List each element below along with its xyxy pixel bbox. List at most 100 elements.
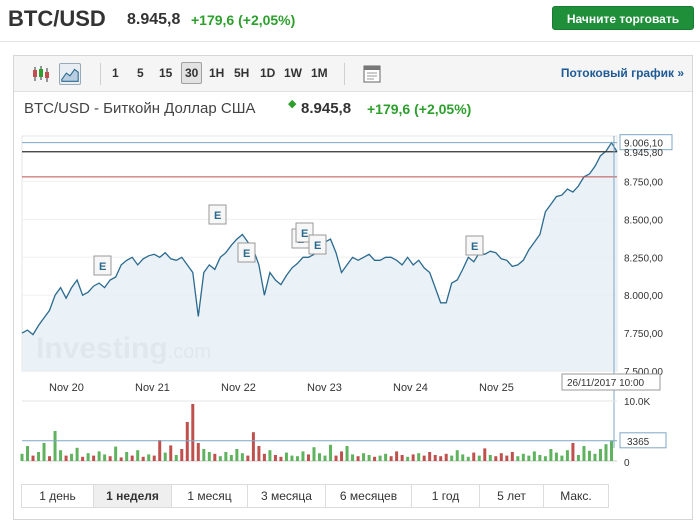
volume-bar [86,453,90,461]
timeframe-30[interactable]: 30 [181,62,203,84]
volume-bar [147,454,151,461]
volume-bar [428,452,432,461]
volume-bar [576,455,580,461]
x-tick-label: Nov 21 [135,382,170,394]
volume-value-box [619,432,667,449]
timeframe-1d[interactable]: 1D [260,66,276,80]
timeframe-1m[interactable]: 1M [311,66,328,80]
volume-bar [163,452,167,461]
volume-bar [312,447,316,461]
range-1-week[interactable]: 1 неделя [94,485,172,507]
streaming-chart-link[interactable]: Потоковый график » [560,66,684,80]
range-max[interactable]: Макс. [560,489,592,503]
timeframe-5[interactable]: 5 [137,66,144,80]
range-1-day[interactable]: 1 день [22,485,94,507]
x-tick-label: Nov 20 [49,382,84,394]
area-chart-icon[interactable] [59,63,81,85]
volume-bar [64,455,68,461]
x-tick-label: Nov 25 [479,382,514,394]
chart-change-pct: (+2,05%) [414,101,472,117]
volume-bar [92,455,96,461]
volume-bar [598,449,602,461]
volume-bar [318,453,321,461]
volume-bar [218,456,222,461]
price-area [22,142,617,371]
volume-bar [246,455,250,461]
volume-bar [356,456,360,461]
up-arrow-icon: ◆ [288,98,297,110]
volume-bar [257,446,261,461]
volume-bar [185,422,189,461]
volume-bar [191,404,195,461]
volume-bar [516,456,520,461]
volume-bar [37,452,41,461]
y-tick-label: 8.250,00 [624,253,663,264]
volume-bar [609,440,613,461]
volume-bar [119,457,123,461]
volume-bar [136,450,140,461]
volume-bar [213,453,217,461]
volume-value: 3365 [627,437,650,448]
timeframe-15[interactable]: 15 [159,66,173,80]
volume-bar [48,456,52,461]
volume-bar [582,446,586,461]
volume-bar [53,431,57,461]
x-tick-label: Nov 22 [221,382,256,394]
volume-bar [180,449,184,461]
volume-bar [251,432,255,461]
chart-panel: 1 5 15 30 1H 5H 1D 1W 1M Потоковый графи… [13,55,693,520]
range-1-month[interactable]: 1 месяц [172,485,248,507]
range-5-years[interactable]: 5 лет [480,485,544,507]
event-marker-label: E [471,241,478,253]
event-marker-label: E [243,248,250,260]
volume-bar [224,452,228,461]
volume-bar [158,440,162,461]
chart-title: BTC/USD - Биткойн Доллар США [24,100,256,117]
range-1-year[interactable]: 1 год [412,485,480,507]
volume-bar [174,455,178,461]
last-price: 8.945,8 [127,11,181,28]
candlestick-icon[interactable] [30,63,52,85]
volume-bar [439,456,443,461]
volume-bar [505,455,509,461]
date-tooltip: 26/11/2017 10:00 [567,378,645,389]
volume-bar [510,452,514,461]
volume-bar [433,455,437,461]
event-marker [93,255,112,276]
timeframe-1[interactable]: 1 [112,66,119,80]
volume-bar [499,453,503,461]
y-tick-label: 8.750,00 [624,177,663,188]
start-trading-button[interactable]: Начните торговать [552,6,694,30]
volume-bar [59,450,63,461]
volume-bar [450,455,454,461]
volume-bar [130,455,134,461]
volume-bar [483,448,487,461]
volume-bar [75,447,79,461]
volume-bar [323,455,327,461]
symbol-title: BTC/USD [8,6,106,31]
document-icon[interactable] [361,63,383,85]
volume-bar [70,453,74,461]
volume-bar [284,452,288,461]
event-marker-label: E [214,210,221,222]
event-marker-label: E [301,228,308,240]
timeframe-1w[interactable]: 1W [284,66,302,80]
volume-bar [262,453,266,461]
timeframe-1h[interactable]: 1H [209,66,225,80]
volume-bar [565,450,569,461]
range-3-months[interactable]: 3 месяца [248,485,326,507]
volume-bar [444,453,448,461]
volume-bar [108,456,112,461]
volume-bar [152,455,156,461]
y-tick-label: 8.945,80 [624,148,663,159]
price-chart[interactable]: Investing.com9.006,108.945,808.750,008.5… [14,56,692,476]
volume-bar [411,454,415,461]
date-tooltip-box [561,373,661,391]
range-6-months[interactable]: 6 месяцев [326,485,412,507]
volume-bar [422,455,426,461]
volume-bar [477,455,481,461]
timeframe-5h[interactable]: 5H [234,66,250,80]
event-marker [465,235,484,256]
volume-bar [273,455,277,461]
volume-bar [169,445,173,461]
